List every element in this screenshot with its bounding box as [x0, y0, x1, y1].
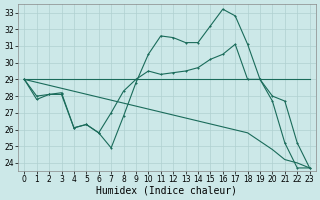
X-axis label: Humidex (Indice chaleur): Humidex (Indice chaleur)	[96, 186, 237, 196]
